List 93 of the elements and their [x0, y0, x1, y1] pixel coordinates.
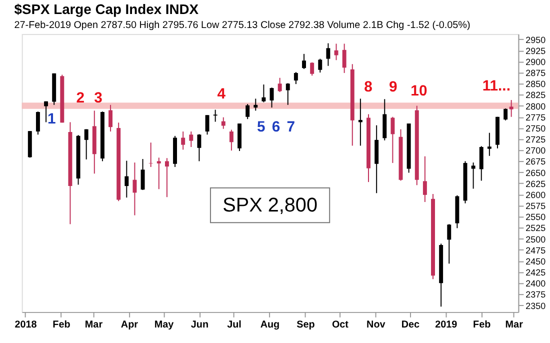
annotation: 2 [76, 90, 85, 106]
candlestick [487, 132, 492, 156]
candlestick [358, 98, 362, 146]
y-tick-label: 2775 [526, 112, 546, 122]
annotation: 10 [410, 84, 428, 100]
candlestick [254, 98, 258, 112]
y-tick-label: 2575 [526, 201, 546, 212]
annotation: 5 [256, 119, 266, 136]
y-tick-label: 2500 [526, 234, 546, 244]
x-tick-label: Mar [84, 319, 103, 330]
candlestick [36, 111, 40, 136]
candlestick [44, 100, 48, 123]
candlestick [246, 104, 250, 120]
x-tick-label: Feb [52, 319, 70, 330]
y-tick-label: 2725 [526, 134, 546, 145]
y-tick-label: 2650 [526, 168, 546, 178]
y-tick-label: 2475 [526, 245, 546, 256]
candlestick [302, 53, 306, 70]
x-tick-label: Feb [473, 319, 491, 330]
annotation: 3 [94, 90, 102, 106]
candlestick [213, 109, 218, 122]
candlestick [318, 58, 322, 74]
candlestick [181, 130, 186, 150]
y-tick-label: 2400 [526, 278, 546, 289]
candlestick [221, 116, 226, 130]
candlestick [294, 72, 298, 85]
x-tick-label: Apr [120, 319, 138, 330]
x-tick-label: Mar [505, 319, 524, 330]
x-tick-label: Aug [260, 319, 280, 330]
candlestick [278, 77, 282, 93]
y-tick-label: 2625 [526, 178, 546, 189]
candlestick [156, 157, 161, 190]
candlestick [205, 114, 210, 136]
candlestick [124, 160, 129, 198]
annotation: SPX 2,800 [222, 194, 318, 217]
candlestick [374, 124, 379, 194]
y-tick-label: 2600 [526, 190, 546, 200]
candlestick [286, 82, 290, 106]
candlestick [509, 100, 514, 118]
x-tick-label: Sep [296, 319, 315, 330]
candlestick [140, 158, 145, 191]
candlestick [382, 98, 387, 141]
annotation: 9 [389, 80, 398, 96]
annotation: 7 [286, 119, 296, 136]
chart-subtitle: 27-Feb-2019 Open 2787.50 High 2795.76 Low 2775.13 Close 2792.38 Volume 2.1B Chg -1.52 (-0.05%) [14, 20, 470, 32]
candlestick [132, 162, 137, 216]
candlestick [148, 142, 153, 168]
y-tick-label: 2925 [526, 46, 546, 56]
candlestick [310, 62, 314, 76]
candlestick [504, 108, 508, 121]
candlestick [189, 130, 194, 148]
y-tick-label: 2425 [526, 268, 546, 278]
y-tick-label: 2675 [526, 156, 546, 167]
y-tick-label: 2750 [526, 123, 546, 134]
candlestick [471, 162, 476, 190]
y-tick-label: 2525 [526, 223, 546, 234]
x-tick-label: Jul [227, 319, 242, 330]
y-tick-label: 2825 [526, 90, 546, 100]
y-tick-label: 2450 [526, 256, 546, 266]
y-tick-label: 2550 [526, 212, 546, 222]
x-tick-label: 2019 [435, 319, 458, 330]
candlestick [229, 129, 234, 152]
y-tick-label: 2800 [526, 101, 546, 112]
y-tick-label: 2850 [526, 79, 546, 90]
x-tick-label: Dec [401, 319, 420, 330]
annotation: 11... [482, 78, 510, 95]
candlestick [390, 116, 395, 164]
candlestick [422, 156, 427, 202]
y-tick-label: 2875 [526, 68, 546, 78]
x-tick-label: Nov [366, 319, 386, 330]
x-tick-label: May [154, 319, 174, 330]
x-tick-label: 2018 [14, 319, 38, 330]
y-tick-label: 2900 [526, 56, 546, 67]
candlestick [342, 43, 346, 74]
annotation: 6 [272, 119, 280, 136]
y-tick-label: 2950 [526, 34, 546, 45]
candlestick [326, 42, 330, 66]
x-tick-label: Jun [190, 319, 209, 330]
annotation: 1 [47, 111, 56, 128]
annotation: 4 [217, 86, 226, 102]
candlestick [447, 224, 452, 264]
annotation: 8 [364, 80, 372, 96]
y-tick-label: 2350 [526, 300, 546, 311]
candlestick [164, 158, 169, 198]
chart-title: $SPX Large Cap Index INDX [14, 1, 200, 18]
candlestick [262, 84, 266, 103]
y-tick-label: 2700 [526, 146, 546, 156]
candlestick [197, 134, 202, 162]
x-tick-label: Oct [332, 319, 350, 330]
candlestick [108, 104, 113, 132]
candlestick [479, 146, 484, 182]
y-tick-label: 2375 [526, 290, 546, 300]
candlestick [84, 128, 88, 160]
